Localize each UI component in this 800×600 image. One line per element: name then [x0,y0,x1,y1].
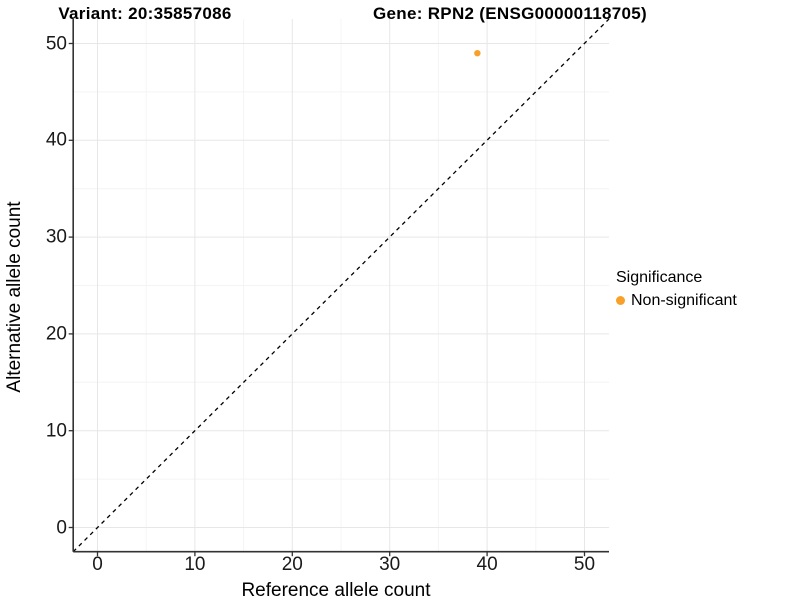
y-tick-label: 20 [45,323,67,345]
identity-reference-line [72,18,610,553]
x-tick-label: 0 [92,554,103,575]
legend-point-icon [616,296,625,305]
y-tick-label: 0 [56,517,67,538]
tick-marks [68,42,586,557]
legend-items: Non-significant [616,291,737,310]
data-points [474,49,481,57]
gene-title: Gene: RPN2 (ENSG00000118705) [373,4,647,23]
x-tick-label: 30 [379,554,401,575]
x-tick-label: 10 [184,554,206,575]
x-tick-label: 20 [281,554,303,575]
data-point [474,49,481,57]
legend: Significance Non-significant [616,268,737,310]
x-tick-label: 40 [476,554,498,575]
legend-item: Non-significant [616,291,737,310]
x-axis-title: Reference allele count [241,580,431,600]
dashed-identity-line [72,18,610,553]
variant-title: Variant: 20:35857086 [58,4,232,23]
y-tick-label: 30 [45,226,67,248]
minor-gridlines [73,19,609,552]
legend-title: Significance [616,269,703,286]
y-tick-label: 10 [45,420,67,442]
major-gridlines [73,19,609,552]
axis-lines [72,19,609,553]
y-tick-label: 40 [45,129,67,151]
x-tick-label: 50 [573,554,596,575]
y-tick-label: 50 [45,33,67,54]
legend-label: Non-significant [631,292,737,309]
